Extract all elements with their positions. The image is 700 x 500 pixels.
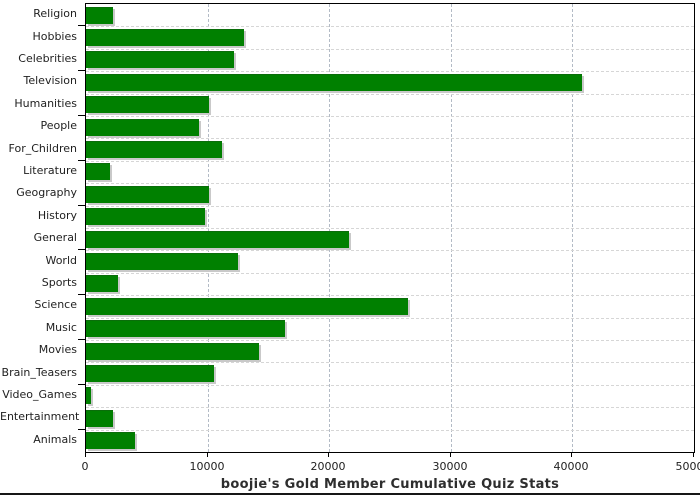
y-axis-label: Animals [33,432,77,446]
bar-literature [86,163,111,181]
gridline-horizontal [86,71,694,72]
y-axis-tick [78,70,86,71]
gridline-horizontal [86,295,694,296]
bar-movies [86,342,259,360]
bottom-divider [0,493,700,495]
y-axis-label: Hobbies [32,29,77,43]
gridline-horizontal [86,26,694,27]
gridline-horizontal [86,49,694,50]
bar-humanities [86,96,209,114]
bar-brain-teasers [86,364,214,382]
x-axis-label: 0 [81,460,89,473]
y-axis-tick [78,160,86,161]
y-axis-label: Video_Games [2,388,77,401]
x-axis-tick [85,453,86,457]
y-axis-label: Geography [16,186,77,200]
y-axis-label: History [37,208,77,222]
y-axis-label: Television [23,74,78,88]
x-axis-label: 50000 [675,460,700,473]
y-axis-label: General [33,231,77,245]
y-axis-tick [78,294,86,295]
bar-science [86,297,409,315]
y-axis-label: Religion [33,7,77,21]
y-axis-tick [78,205,86,206]
y-axis-label: Science [34,298,77,312]
x-axis-tick [571,453,572,457]
y-axis-label: Movies [38,343,77,357]
x-axis-label: 40000 [553,460,589,473]
x-axis-label: 20000 [310,460,346,473]
x-axis-tick [450,453,451,457]
bar-sports [86,275,118,293]
gridline-horizontal [86,94,694,95]
gridline-horizontal [86,407,694,408]
bar-television [86,73,583,91]
bar-celebrities [86,51,235,69]
gridline-horizontal [86,273,694,274]
y-axis-tick [78,384,86,385]
gridline-horizontal [86,362,694,363]
y-axis-tick [78,429,86,430]
y-axis-tick [78,339,86,340]
chart-title: boojie's Gold Member Cumulative Quiz Sta… [220,477,560,492]
x-axis-tick [207,453,208,457]
bar-history [86,208,206,226]
gridline-horizontal [86,385,694,386]
bar-hobbies [86,28,245,46]
gridline-horizontal [86,340,694,341]
gridline-horizontal [86,206,694,207]
gridline-horizontal [86,116,694,117]
gridline-horizontal [86,430,694,431]
x-axis-label: 30000 [432,460,468,473]
gridline-horizontal [86,228,694,229]
y-axis-label: Literature [23,164,77,177]
bar-video-games [86,387,91,405]
y-axis-label: Celebrities [18,52,77,65]
y-axis-label: Sports [41,276,77,289]
y-axis-label: World [45,253,77,267]
plot-area [85,3,695,453]
bar-entertainment [86,409,113,427]
gridline-horizontal [86,183,694,184]
bar-religion [86,6,113,24]
y-axis-tick [78,249,86,250]
y-axis-label: Music [45,320,77,334]
gridline-horizontal [86,138,694,139]
bar-general [86,230,349,248]
bar-for-children [86,140,223,158]
bar-people [86,118,200,136]
gridline-horizontal [86,318,694,319]
y-axis-tick [78,115,86,116]
y-axis-label: Brain_Teasers [1,365,77,379]
gridline-horizontal [86,250,694,251]
bar-music [86,320,286,338]
y-axis-label: Entertainment [0,410,80,424]
y-axis-label: People [40,119,77,133]
bar-animals [86,432,135,450]
y-axis-label: Humanities [14,96,77,110]
y-axis-label: For_Children [8,141,77,155]
y-axis-tick [78,25,86,26]
bar-geography [86,185,209,203]
bar-world [86,252,238,270]
x-axis-tick [328,453,329,457]
gridline-horizontal [86,161,694,162]
x-axis-label: 10000 [189,460,225,473]
x-axis-tick [693,453,694,457]
